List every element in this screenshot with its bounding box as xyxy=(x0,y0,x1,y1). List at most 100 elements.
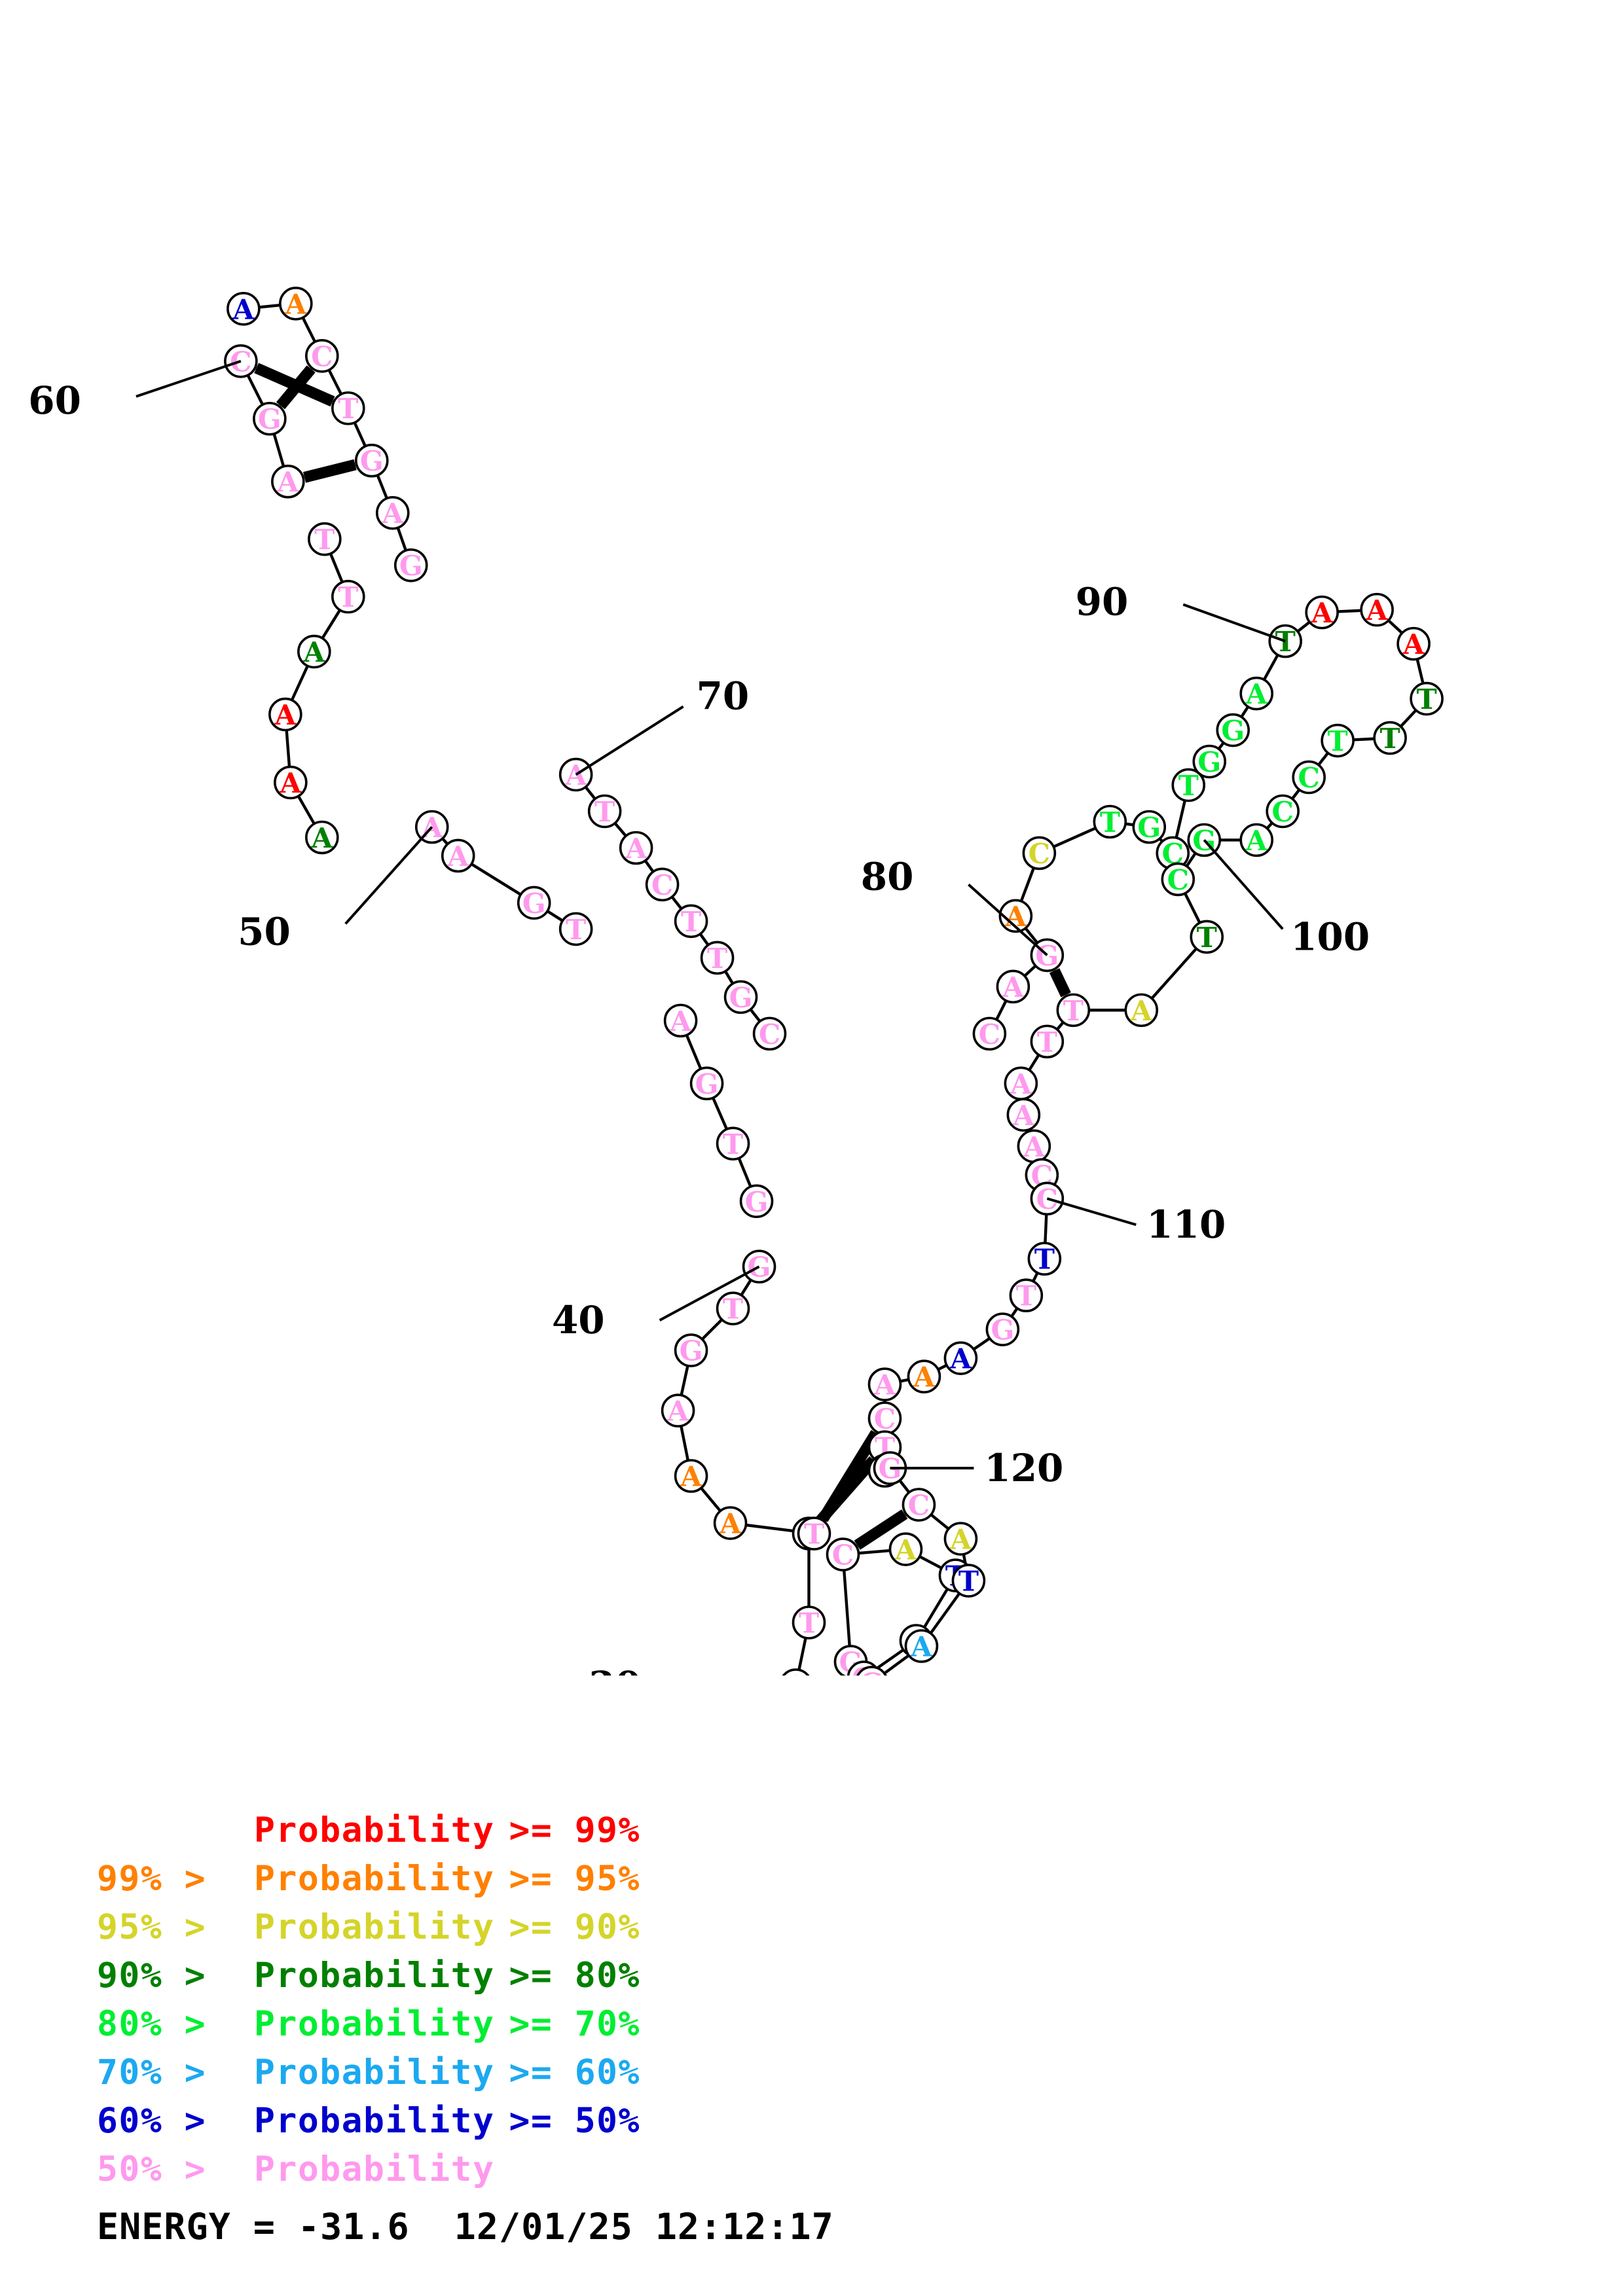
nucleotide-67[interactable]: G xyxy=(354,443,389,478)
nucleotide-36[interactable]: A xyxy=(780,1668,812,1676)
nucleotide-111[interactable]: T xyxy=(1027,1242,1062,1276)
nucleotide-70[interactable]: A xyxy=(558,757,593,792)
nucleotide-114[interactable]: A xyxy=(943,1341,978,1375)
nucleotide-47[interactable]: T xyxy=(716,1126,750,1161)
nucleotide-113[interactable]: G xyxy=(985,1312,1020,1346)
nucleotide-96[interactable]: T xyxy=(1321,723,1355,758)
nucleotide-64[interactable]: A xyxy=(279,287,313,321)
nucleotide-78[interactable]: C xyxy=(972,1016,1007,1051)
index-number: 40 xyxy=(552,1298,605,1342)
nucleotide-circle xyxy=(752,1016,787,1051)
nucleotide-circle xyxy=(689,1066,724,1101)
nucleotide-base-letter: A xyxy=(447,840,469,872)
legend-lower-bound: 95% > xyxy=(97,1907,207,1947)
nucleotide-73[interactable]: C xyxy=(645,867,680,902)
nucleotide-97[interactable]: C xyxy=(1292,760,1326,795)
nucleotide-52[interactable]: G xyxy=(517,886,551,920)
nucleotide-94[interactable]: T xyxy=(1410,681,1444,716)
nucleotide-44[interactable]: A xyxy=(713,1506,748,1540)
index-leader-line xyxy=(1203,839,1284,930)
nucleotide-46[interactable]: G xyxy=(739,1184,774,1219)
nucleotide-63[interactable]: A xyxy=(227,292,261,326)
nucleotide-56[interactable]: A xyxy=(268,697,302,732)
nucleotide-103[interactable]: A xyxy=(1124,993,1159,1028)
index-label-50: 50 xyxy=(238,826,433,954)
nucleotide-69[interactable]: G xyxy=(393,548,428,583)
nucleotide-68[interactable]: A xyxy=(375,495,410,530)
nucleotide-91[interactable]: A xyxy=(1305,595,1339,630)
nucleotide-81[interactable]: A xyxy=(998,899,1033,933)
nucleotide-106[interactable]: A xyxy=(1004,1066,1038,1101)
nucleotide-112[interactable]: T xyxy=(1009,1278,1044,1312)
nucleotide-72[interactable]: A xyxy=(619,831,653,865)
nucleotide-105[interactable]: T xyxy=(1030,1024,1065,1059)
nucleotide-59[interactable]: T xyxy=(308,522,342,556)
nucleotide-66[interactable]: T xyxy=(331,391,365,425)
nucleotide-circle xyxy=(558,912,593,946)
nucleotide-57[interactable]: A xyxy=(297,634,331,669)
nucleotide-82[interactable]: C xyxy=(1022,836,1057,870)
nucleotide-74[interactable]: T xyxy=(674,904,708,939)
backbone-segment xyxy=(898,1479,911,1494)
nucleotide-circle xyxy=(1171,768,1206,802)
nucleotide-116[interactable]: A xyxy=(867,1367,902,1401)
legend-upper-bound: >= 60% xyxy=(509,2053,640,2092)
nucleotide-41[interactable]: G xyxy=(674,1333,708,1367)
nucleotide-124[interactable]: A xyxy=(904,1629,939,1663)
nucleotide-45[interactable]: T xyxy=(797,1516,831,1551)
nucleotide-77[interactable]: C xyxy=(752,1016,787,1051)
nucleotide-51[interactable]: A xyxy=(441,838,475,873)
nucleotide-108[interactable]: A xyxy=(1017,1129,1051,1164)
nucleotide-83[interactable]: T xyxy=(1093,804,1127,839)
nucleotide-55[interactable]: A xyxy=(274,765,308,800)
nucleotide-93[interactable]: A xyxy=(1396,626,1431,661)
nucleotide-58[interactable]: T xyxy=(331,579,365,614)
nucleotide-86[interactable]: T xyxy=(1171,768,1206,802)
nucleotide-53[interactable]: T xyxy=(558,912,593,946)
nucleotide-122[interactable]: A xyxy=(943,1522,978,1556)
nucleotide-circle xyxy=(888,1532,923,1566)
nucleotide-99[interactable]: A xyxy=(1239,823,1274,857)
nucleotide-79[interactable]: A xyxy=(996,969,1030,1004)
nucleotide-circle xyxy=(308,522,342,556)
nucleotide-117[interactable]: C xyxy=(867,1401,902,1435)
nucleotide-89[interactable]: A xyxy=(1239,676,1274,711)
nucleotide-circle xyxy=(274,765,308,800)
nucleotide-circle xyxy=(856,1666,887,1676)
nucleotide-104[interactable]: T xyxy=(1056,993,1091,1028)
nucleotide-base-letter: T xyxy=(1100,806,1120,838)
nucleotide-65[interactable]: C xyxy=(305,338,339,373)
nucleotide-95[interactable]: T xyxy=(1373,721,1407,755)
nucleotide-90[interactable]: T xyxy=(1268,624,1302,658)
nucleotide-92[interactable]: A xyxy=(1360,592,1394,627)
nucleotide-88[interactable]: G xyxy=(1216,713,1250,747)
backbone-segment xyxy=(1399,709,1417,728)
nucleotide-98[interactable]: C xyxy=(1266,794,1300,829)
nucleotide-84[interactable]: G xyxy=(1132,810,1167,844)
nucleotide-27[interactable]: A xyxy=(888,1532,923,1566)
nucleotide-62[interactable]: A xyxy=(271,464,305,499)
nucleotide-87[interactable]: G xyxy=(1192,744,1227,779)
nucleotide-40[interactable]: T xyxy=(716,1291,750,1325)
nucleotide-101[interactable]: C xyxy=(1161,862,1195,897)
nucleotide-123[interactable]: T xyxy=(951,1564,986,1598)
nucleotide-26[interactable]: C xyxy=(826,1537,860,1571)
nucleotide-107[interactable]: A xyxy=(1006,1098,1041,1132)
nucleotide-76[interactable]: G xyxy=(723,980,758,1014)
nucleotide-71[interactable]: T xyxy=(587,794,622,829)
nucleotide-49[interactable]: A xyxy=(663,1003,698,1038)
nucleotide-43[interactable]: A xyxy=(674,1459,708,1493)
nucleotide-115[interactable]: A xyxy=(907,1359,941,1393)
nucleotide-121[interactable]: C xyxy=(902,1488,936,1522)
nucleotide-42[interactable]: A xyxy=(661,1393,695,1427)
nucleotide-61[interactable]: G xyxy=(253,401,287,436)
nucleotide-48[interactable]: G xyxy=(689,1066,724,1101)
nucleotide-102[interactable]: T xyxy=(1190,920,1224,954)
nucleotide-125[interactable]: G xyxy=(856,1666,887,1676)
nucleotide-75[interactable]: T xyxy=(700,941,735,975)
index-number: 120 xyxy=(984,1446,1063,1490)
nucleotide-37[interactable]: T xyxy=(792,1605,826,1640)
backbone-segment xyxy=(1291,789,1301,800)
nucleotide-base-letter: G xyxy=(1035,940,1059,972)
nucleotide-54[interactable]: A xyxy=(305,820,339,855)
